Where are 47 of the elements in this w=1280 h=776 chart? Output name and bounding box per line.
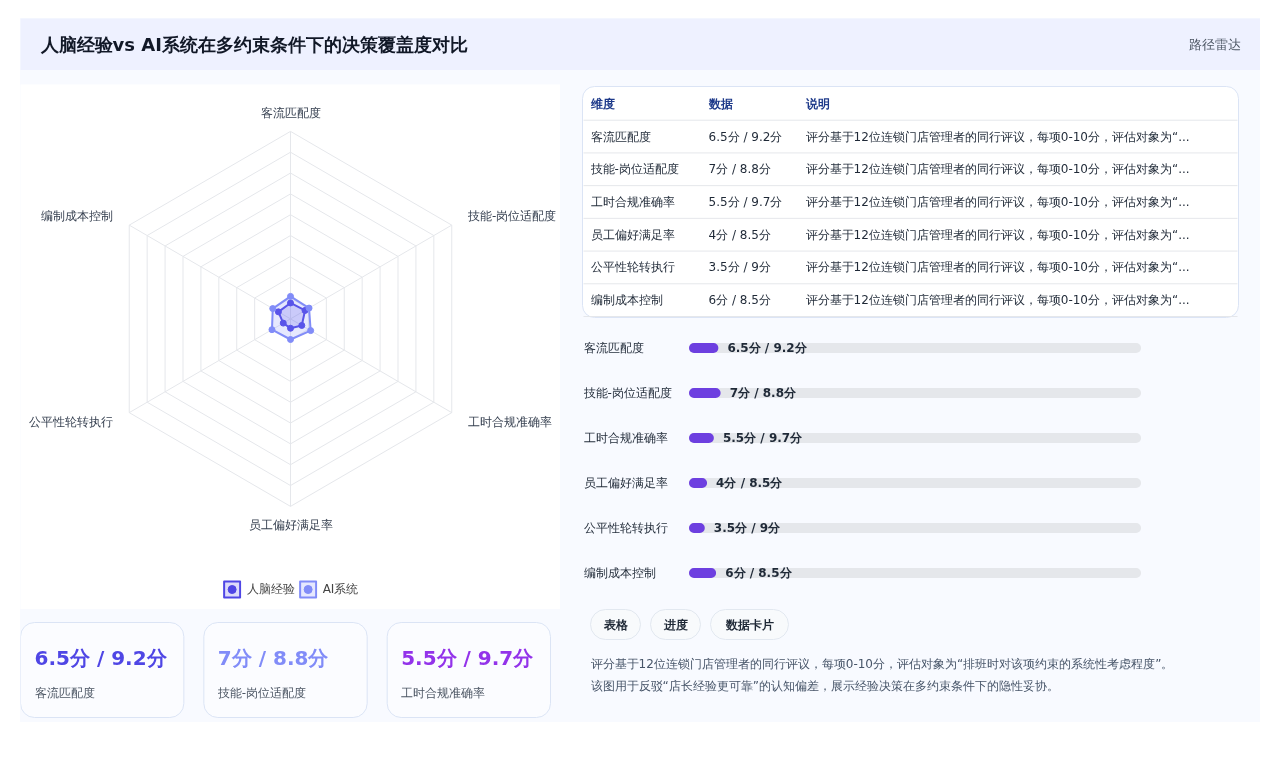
- text: 评分基于12位连锁门店管理者的同行评议，每项0-10分，评估对象为“...: [805, 293, 1190, 308]
- spoke-label: 技能-岗位适配度: [466, 208, 557, 223]
- text: 3.5分 / 9分: [708, 260, 771, 275]
- spoke-label: 公平性轮转执行: [29, 415, 114, 429]
- data-label: 6分 / 8.5分: [725, 566, 793, 580]
- data-label: 7分 / 8.8分: [729, 386, 798, 400]
- text: 7分 / 8.8分: [708, 162, 771, 177]
- spoke-label: 客流匹配度: [260, 105, 321, 120]
- text: 评分基于12位连锁门店管理者的同行评议，每项0-10分，评估对象为“...: [805, 129, 1190, 144]
- spoke-label: 编制成本控制: [41, 208, 114, 223]
- text: 说明: [804, 96, 830, 111]
- text: 5.5分 / 9.7分: [708, 195, 783, 209]
- text: 路径雷达: [1188, 37, 1241, 52]
- spoke-label: 员工偏好满足率: [248, 518, 333, 533]
- text: 4分 / 8.5分: [708, 227, 771, 242]
- data-label: 3.5分 / 9分: [713, 521, 782, 535]
- text: 评分基于12位连锁门店管理者的同行评议，每项0-10分，评估对象为“...: [805, 195, 1190, 209]
- text: 技能-岗位适配度: [216, 685, 307, 700]
- y-tick-label: 工时合规准确率: [583, 431, 668, 445]
- text: 数据: [707, 96, 733, 111]
- text: 人脑经验vs AI系统在多约束条件下的决策覆盖度对比: [39, 34, 468, 55]
- y-tick-label: 客流匹配度: [583, 341, 644, 355]
- data-label: 5.5分 / 9.7分: [722, 431, 804, 445]
- text: 工时合规准确率: [401, 685, 486, 700]
- y-tick-label: 公平性轮转执行: [583, 521, 668, 535]
- text: 数据卡片: [724, 617, 774, 632]
- text: 维度: [589, 96, 615, 111]
- legend-label: 人脑经验: [246, 580, 295, 598]
- text: 评分基于12位连锁门店管理者的同行评议，每项0-10分，评估对象为“...: [805, 162, 1190, 177]
- legend-label: AI系统: [322, 580, 359, 598]
- text: 5.5分 / 9.7分: [401, 645, 535, 670]
- text: 评分基于12位连锁门店管理者的同行评议，每项0-10分，评估对象为“...: [805, 227, 1190, 242]
- y-tick-label: 员工偏好满足率: [583, 476, 668, 490]
- y-tick-label: 编制成本控制: [583, 566, 656, 580]
- y-tick-label: 技能-岗位适配度: [582, 386, 672, 400]
- text: 进度: [662, 617, 688, 632]
- text: 评分基于12位连锁门店管理者的同行评议，每项0-10分，评估对象为“排班时对该项约束的系统性考虑程度”。该图用于反驳“店长经验更可靠”的认知偏差，展示经验决策在多约束条件下的隐性妥协。: [590, 656, 1174, 693]
- text: 评分基于12位连锁门店管理者的同行评议，每项0-10分，评估对象为“...: [805, 260, 1190, 275]
- text: 表格: [602, 617, 629, 632]
- text: 6分 / 8.5分: [708, 293, 771, 308]
- text: 6.5分 / 9.2分: [708, 129, 783, 144]
- data-label: 4分 / 8.5分: [716, 476, 784, 490]
- spoke-label: 工时合规准确率: [467, 415, 552, 429]
- data-label: 6.5分 / 9.2分: [727, 341, 808, 355]
- text: 6.5分 / 9.2分: [34, 645, 168, 670]
- text: 7分 / 8.8分: [217, 645, 330, 670]
- text: 客流匹配度: [34, 685, 95, 700]
